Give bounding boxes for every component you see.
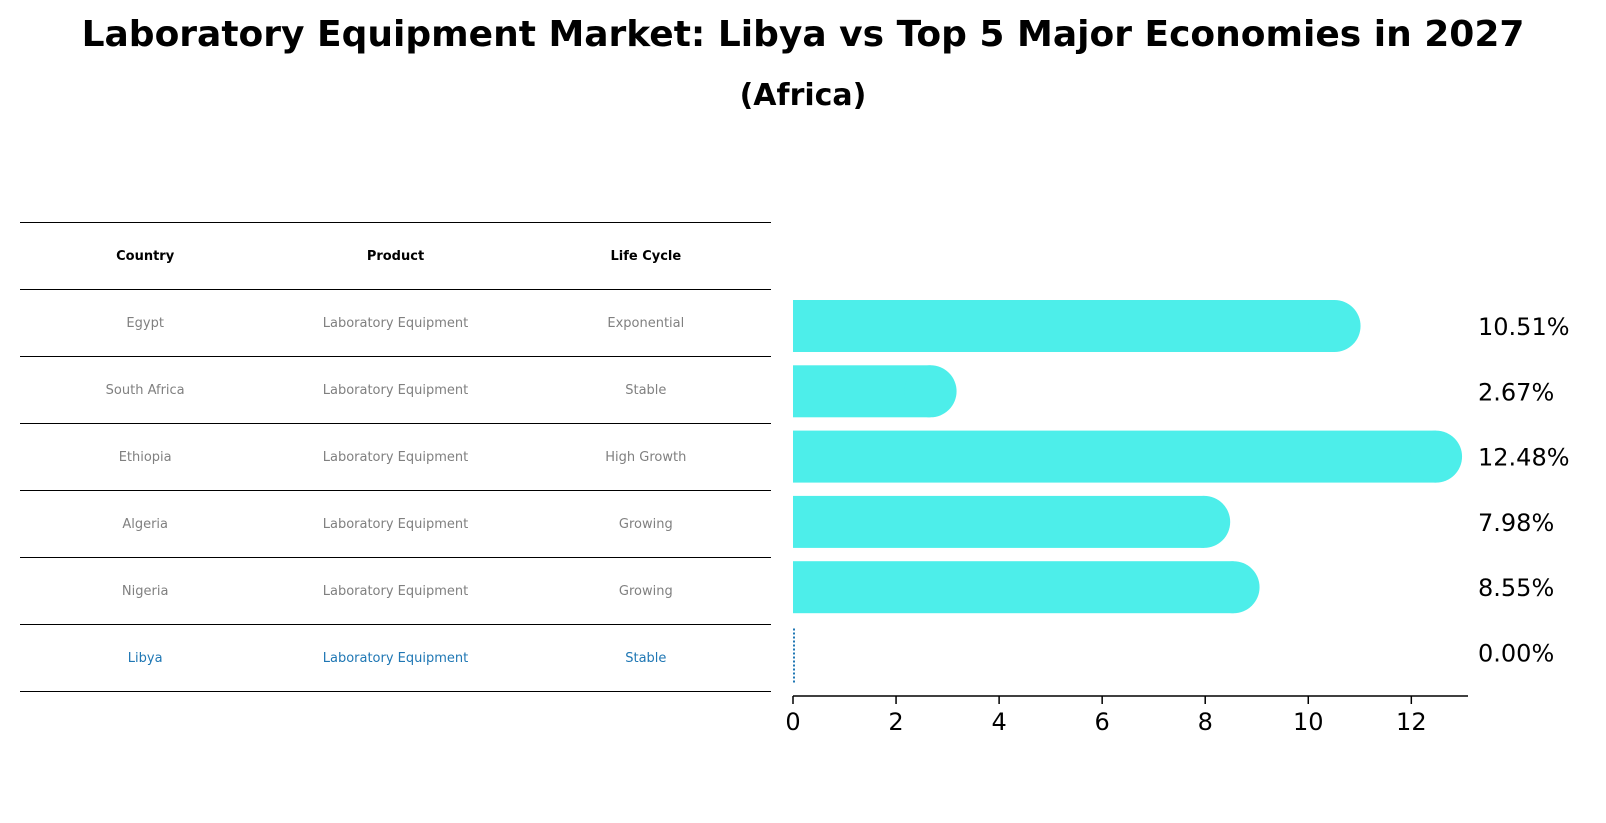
- x-tick-label-4: 4: [991, 708, 1006, 736]
- value-label-algeria: 7.98%: [1478, 509, 1554, 537]
- value-label-ethiopia: 12.48%: [1478, 444, 1570, 472]
- header-product: Product: [366, 248, 425, 264]
- table-header-row: Country Product Life Cycle: [20, 222, 771, 290]
- table-row: Algeria Laboratory Equipment Growing: [20, 491, 771, 558]
- table-row: Nigeria Laboratory Equipment Growing: [20, 558, 771, 625]
- bar-nigeria: [793, 561, 1234, 614]
- bar-ethiopia: [793, 430, 1437, 483]
- cell-country: Ethiopia: [118, 449, 172, 465]
- table-row: South Africa Laboratory Equipment Stable: [20, 357, 771, 424]
- x-tick-label-10: 10: [1293, 708, 1324, 736]
- cell-life-cycle: High Growth: [605, 449, 687, 465]
- bar-algeria: [793, 495, 1205, 548]
- cell-product: Laboratory Equipment: [322, 449, 469, 465]
- cell-product: Laboratory Equipment: [322, 650, 469, 666]
- bar-cap-ethiopia: [1410, 430, 1463, 483]
- value-label-nigeria: 8.55%: [1478, 574, 1554, 602]
- country-table: Country Product Life Cycle Egypt Laborat…: [20, 222, 771, 692]
- cell-country: South Africa: [105, 382, 185, 398]
- value-label-south-africa: 2.67%: [1478, 378, 1554, 406]
- table-row: Egypt Laboratory Equipment Exponential: [20, 290, 771, 357]
- cell-life-cycle: Growing: [618, 583, 673, 599]
- chart-subtitle: (Africa): [739, 78, 867, 113]
- x-tick-label-12: 12: [1396, 708, 1427, 736]
- bar-cap-egypt: [1308, 300, 1361, 352]
- table-row-highlight: Libya Laboratory Equipment Stable: [20, 625, 771, 692]
- chart-title: Laboratory Equipment Market: Libya vs To…: [81, 14, 1525, 55]
- cell-life-cycle: Stable: [625, 650, 667, 666]
- table-row: Ethiopia Laboratory Equipment High Growt…: [20, 424, 771, 491]
- x-tick-label-0: 0: [785, 708, 800, 736]
- bar-cap-nigeria: [1207, 561, 1260, 614]
- bar-cap-algeria: [1178, 495, 1231, 548]
- header-country: Country: [116, 248, 175, 264]
- cell-product: Laboratory Equipment: [322, 583, 469, 599]
- cell-life-cycle: Stable: [625, 382, 667, 398]
- bar-cap-south-africa: [904, 365, 957, 418]
- cell-country: Libya: [127, 650, 163, 666]
- cell-life-cycle: Growing: [618, 516, 673, 532]
- value-label-egypt: 10.51%: [1478, 313, 1570, 341]
- cell-country: Egypt: [126, 315, 164, 331]
- cell-product: Laboratory Equipment: [322, 382, 469, 398]
- cell-country: Nigeria: [121, 583, 169, 599]
- header-life-cycle: Life Cycle: [610, 248, 682, 264]
- x-tick-label-6: 6: [1095, 708, 1110, 736]
- value-label-libya: 0.00%: [1478, 640, 1554, 668]
- cell-product: Laboratory Equipment: [322, 516, 469, 532]
- cell-product: Laboratory Equipment: [322, 315, 469, 331]
- cell-country: Algeria: [122, 516, 168, 532]
- x-tick-label-8: 8: [1198, 708, 1213, 736]
- x-tick-label-2: 2: [888, 708, 903, 736]
- cell-life-cycle: Exponential: [607, 315, 685, 331]
- bar-egypt: [793, 300, 1335, 352]
